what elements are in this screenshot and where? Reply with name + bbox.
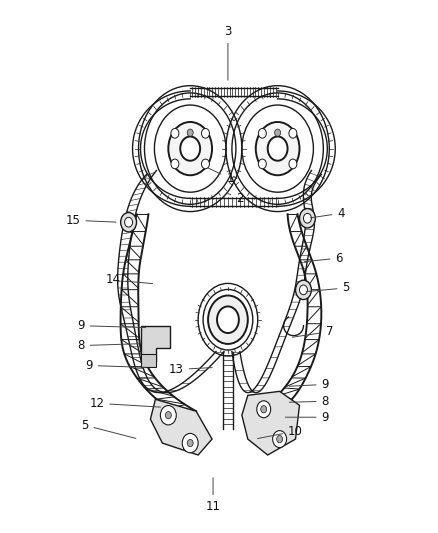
Circle shape <box>201 128 209 138</box>
Polygon shape <box>150 399 212 455</box>
Circle shape <box>187 129 193 136</box>
Polygon shape <box>141 326 170 361</box>
Text: 3: 3 <box>224 25 232 80</box>
Circle shape <box>304 213 311 223</box>
Text: 4: 4 <box>310 207 345 220</box>
Circle shape <box>171 159 179 169</box>
Text: 9: 9 <box>286 411 329 424</box>
Circle shape <box>300 285 307 295</box>
Circle shape <box>261 406 267 413</box>
Circle shape <box>257 401 271 418</box>
Circle shape <box>124 217 133 227</box>
Circle shape <box>168 122 212 175</box>
Circle shape <box>180 136 200 161</box>
Circle shape <box>217 306 239 333</box>
Circle shape <box>273 431 286 448</box>
Text: 2: 2 <box>228 192 244 205</box>
Polygon shape <box>242 391 300 455</box>
Circle shape <box>289 128 297 138</box>
Circle shape <box>256 122 300 175</box>
Circle shape <box>201 159 209 169</box>
Text: 10: 10 <box>258 425 303 439</box>
Circle shape <box>182 433 198 453</box>
Text: 12: 12 <box>89 397 161 410</box>
Text: 6: 6 <box>304 252 343 264</box>
Circle shape <box>187 439 193 447</box>
Text: 9: 9 <box>77 319 146 332</box>
Circle shape <box>289 159 297 169</box>
Circle shape <box>258 159 266 169</box>
Text: 11: 11 <box>205 478 221 513</box>
Circle shape <box>171 128 179 138</box>
FancyBboxPatch shape <box>141 353 156 367</box>
Circle shape <box>160 406 176 425</box>
Text: 14: 14 <box>105 273 152 286</box>
Circle shape <box>208 295 248 344</box>
Text: 15: 15 <box>66 214 116 227</box>
Text: 5: 5 <box>81 418 136 439</box>
Text: 8: 8 <box>290 395 329 408</box>
Circle shape <box>165 411 171 419</box>
Text: 8: 8 <box>77 339 141 352</box>
Circle shape <box>296 280 311 300</box>
Circle shape <box>258 128 266 138</box>
Text: 7: 7 <box>292 325 333 338</box>
Text: 13: 13 <box>169 363 212 376</box>
Circle shape <box>300 208 315 228</box>
Circle shape <box>277 435 283 443</box>
Text: 9: 9 <box>290 378 329 391</box>
Circle shape <box>275 129 281 136</box>
Text: 5: 5 <box>306 281 350 294</box>
Text: 1: 1 <box>208 168 234 185</box>
Circle shape <box>120 213 137 232</box>
Circle shape <box>268 136 288 161</box>
Text: 9: 9 <box>85 359 146 372</box>
